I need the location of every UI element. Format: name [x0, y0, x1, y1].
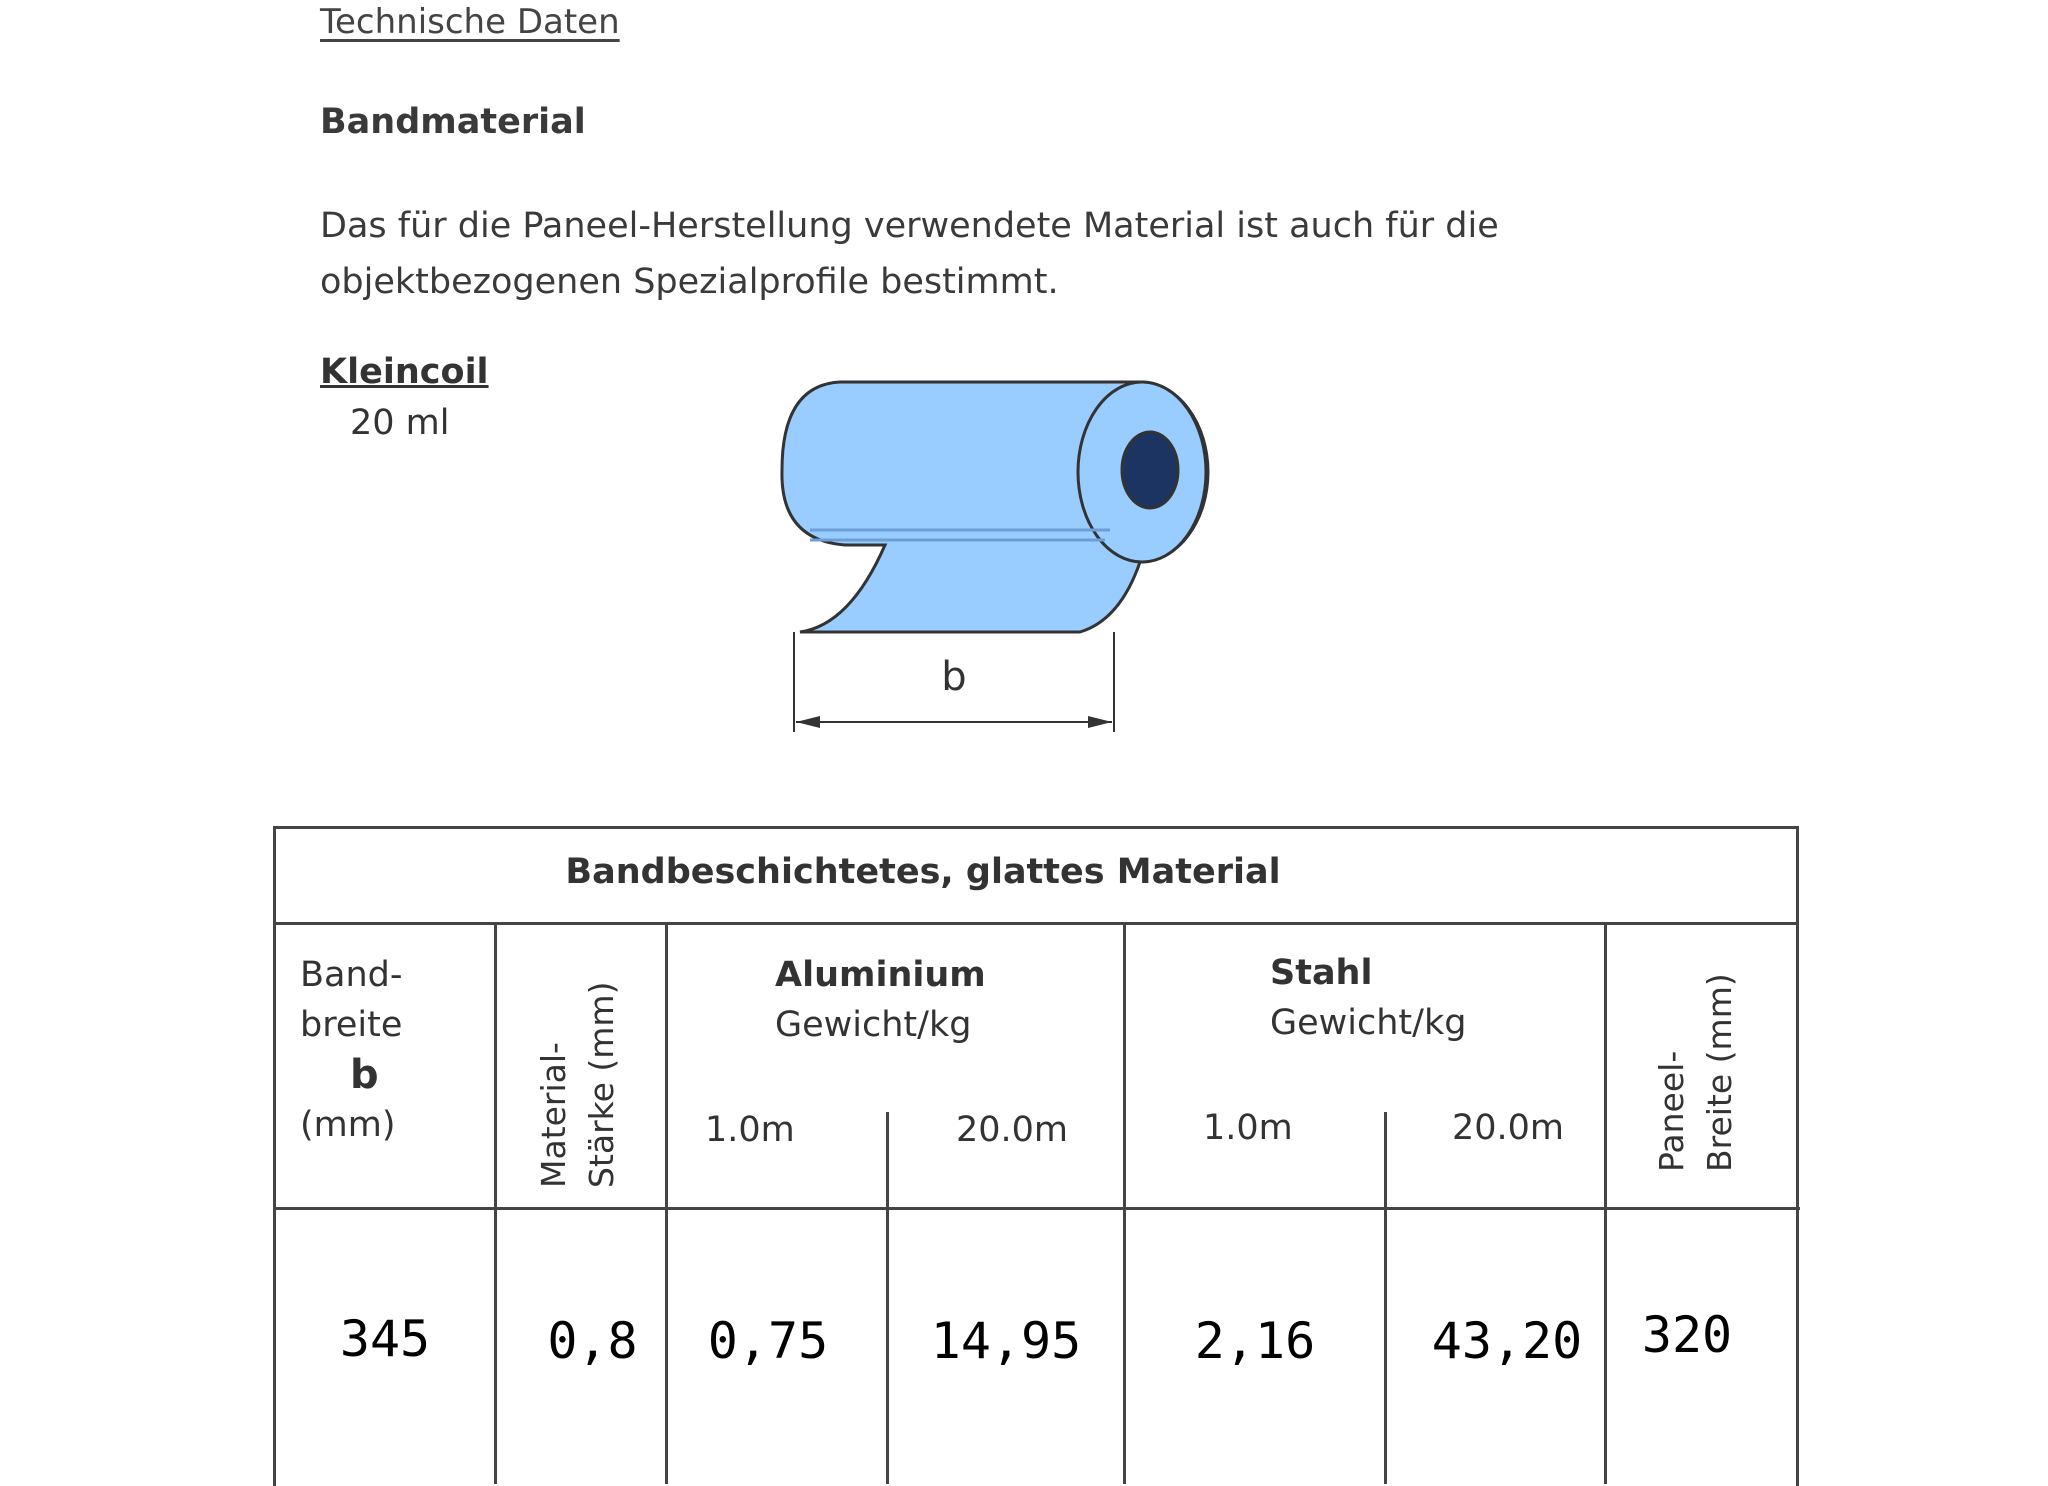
table-title: Bandbeschichtetes, glattes Material: [565, 852, 1281, 892]
header-staerke: Material- Stärke (mm): [530, 982, 626, 1188]
header-text: Breite (mm): [1700, 973, 1739, 1172]
header-text: Gewicht/kg: [1270, 1003, 1467, 1043]
header-text: Stahl: [1270, 953, 1373, 993]
cell-alu-20m: 14,95: [930, 1312, 1082, 1370]
paragraph-line: Das für die Paneel-Herstellung verwendet…: [320, 206, 1499, 246]
header-text: b: [350, 1052, 379, 1098]
header-bandbreite: Band- breite b (mm): [300, 950, 403, 1150]
header-stahl-20m: 20.0m: [1452, 1108, 1565, 1148]
coil-illustration: b: [780, 380, 1210, 732]
header-text: breite: [300, 1005, 403, 1045]
coil-length: 20 ml: [350, 403, 450, 443]
paragraph-line: objektbezogenen Spezialprofile bestimmt.: [320, 262, 1059, 302]
cell-staerke: 0,8: [547, 1312, 638, 1370]
header-text: (mm): [300, 1105, 396, 1145]
header-aluminium: Aluminium Gewicht/kg: [775, 950, 986, 1050]
coil-core-icon: [1120, 430, 1180, 510]
header-text: Stärke (mm): [582, 981, 621, 1188]
page-heading: Technische Daten: [320, 2, 620, 42]
header-alu-1m: 1.0m: [705, 1110, 795, 1150]
description-paragraph: Das für die Paneel-Herstellung verwendet…: [320, 198, 1499, 310]
cell-bandbreite: 345: [339, 1310, 431, 1368]
header-text: Material-: [534, 1042, 573, 1188]
header-alu-20m: 20.0m: [956, 1110, 1069, 1150]
header-text: Band-: [300, 955, 403, 995]
cell-alu-1m: 0,75: [707, 1312, 829, 1370]
cell-stahl-1m: 2,16: [1194, 1312, 1316, 1370]
header-text: Aluminium: [775, 955, 986, 995]
header-stahl: Stahl Gewicht/kg: [1270, 948, 1466, 1048]
section-title: Bandmaterial: [320, 102, 586, 142]
header-text: Gewicht/kg: [775, 1005, 972, 1045]
header-text: Paneel-: [1652, 1050, 1691, 1172]
cell-stahl-20m: 43,20: [1431, 1312, 1583, 1370]
cell-paneel: 320: [1641, 1306, 1733, 1364]
header-paneel: Paneel- Breite (mm): [1648, 973, 1744, 1172]
header-stahl-1m: 1.0m: [1203, 1108, 1293, 1148]
dimension-label: b: [941, 654, 966, 700]
coil-label: Kleincoil: [320, 352, 489, 392]
